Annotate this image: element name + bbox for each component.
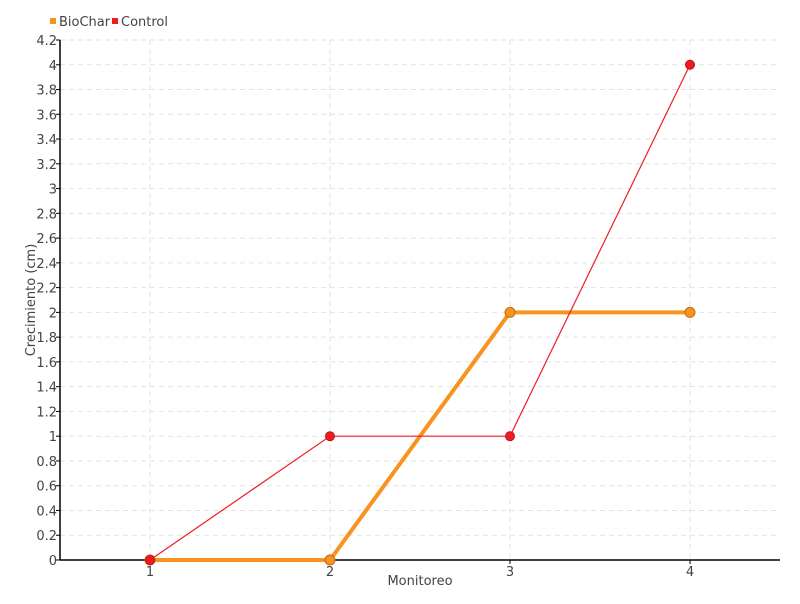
- series-layer: [144, 59, 696, 566]
- y-tick-label: 3: [49, 183, 57, 198]
- legend-label: BioChar: [59, 15, 111, 30]
- y-tick-label: 0.8: [36, 455, 57, 470]
- x-tick-label: 4: [686, 565, 694, 580]
- y-tick-label: 2.2: [36, 282, 57, 297]
- x-tick-label: 1: [146, 565, 154, 580]
- axes: 0 0.2 0.4 0.6 0.8 1 1.2 1.4 1.6 1.8 2 2.2 2.4 2.6 2.8 3…: [36, 34, 780, 580]
- legend: BioChar Control: [50, 15, 168, 30]
- data-point-control: [145, 555, 155, 565]
- y-tick-label: 2.8: [36, 207, 57, 222]
- y-tick-label: 1.2: [36, 405, 57, 420]
- y-tick-label: 3.4: [36, 133, 57, 148]
- y-tick-label: 0.6: [36, 480, 57, 495]
- x-tick-label: 3: [506, 565, 514, 580]
- y-tick-label: 4: [49, 59, 57, 74]
- y-tick-label: 3.6: [36, 108, 57, 123]
- y-tick-label: 1: [49, 430, 57, 445]
- y-tick-label: 0.2: [36, 529, 57, 544]
- data-point-biochar: [504, 306, 516, 318]
- y-tick-label: 3.2: [36, 158, 57, 173]
- x-tick-label: 2: [326, 565, 334, 580]
- y-axis-title: Crecimiento (cm): [24, 244, 39, 357]
- legend-swatch-control: [112, 18, 118, 24]
- legend-swatch-biochar: [50, 18, 56, 24]
- y-tick-label: 1.4: [36, 381, 57, 396]
- legend-label: Control: [121, 15, 168, 30]
- y-tick-label: 4.2: [36, 34, 57, 49]
- y-tick-label: 2.4: [36, 257, 57, 272]
- y-tick-label: 3.8: [36, 84, 57, 99]
- y-tick-label: 1.8: [36, 331, 57, 346]
- series-line-control: [149, 64, 691, 561]
- data-point-control: [685, 59, 695, 70]
- y-tick-label: 0: [49, 554, 57, 569]
- x-axis-title: Monitoreo: [387, 574, 452, 589]
- y-tick-label: 0.4: [36, 504, 57, 519]
- grid: [60, 39, 780, 560]
- y-tick-label: 2: [49, 306, 57, 321]
- data-point-control: [325, 431, 335, 442]
- data-point-biochar: [684, 306, 696, 318]
- y-tick-label: 1.6: [36, 356, 57, 371]
- data-point-biochar: [324, 554, 336, 566]
- y-tick-label: 2.6: [36, 232, 57, 247]
- data-point-control: [505, 431, 515, 442]
